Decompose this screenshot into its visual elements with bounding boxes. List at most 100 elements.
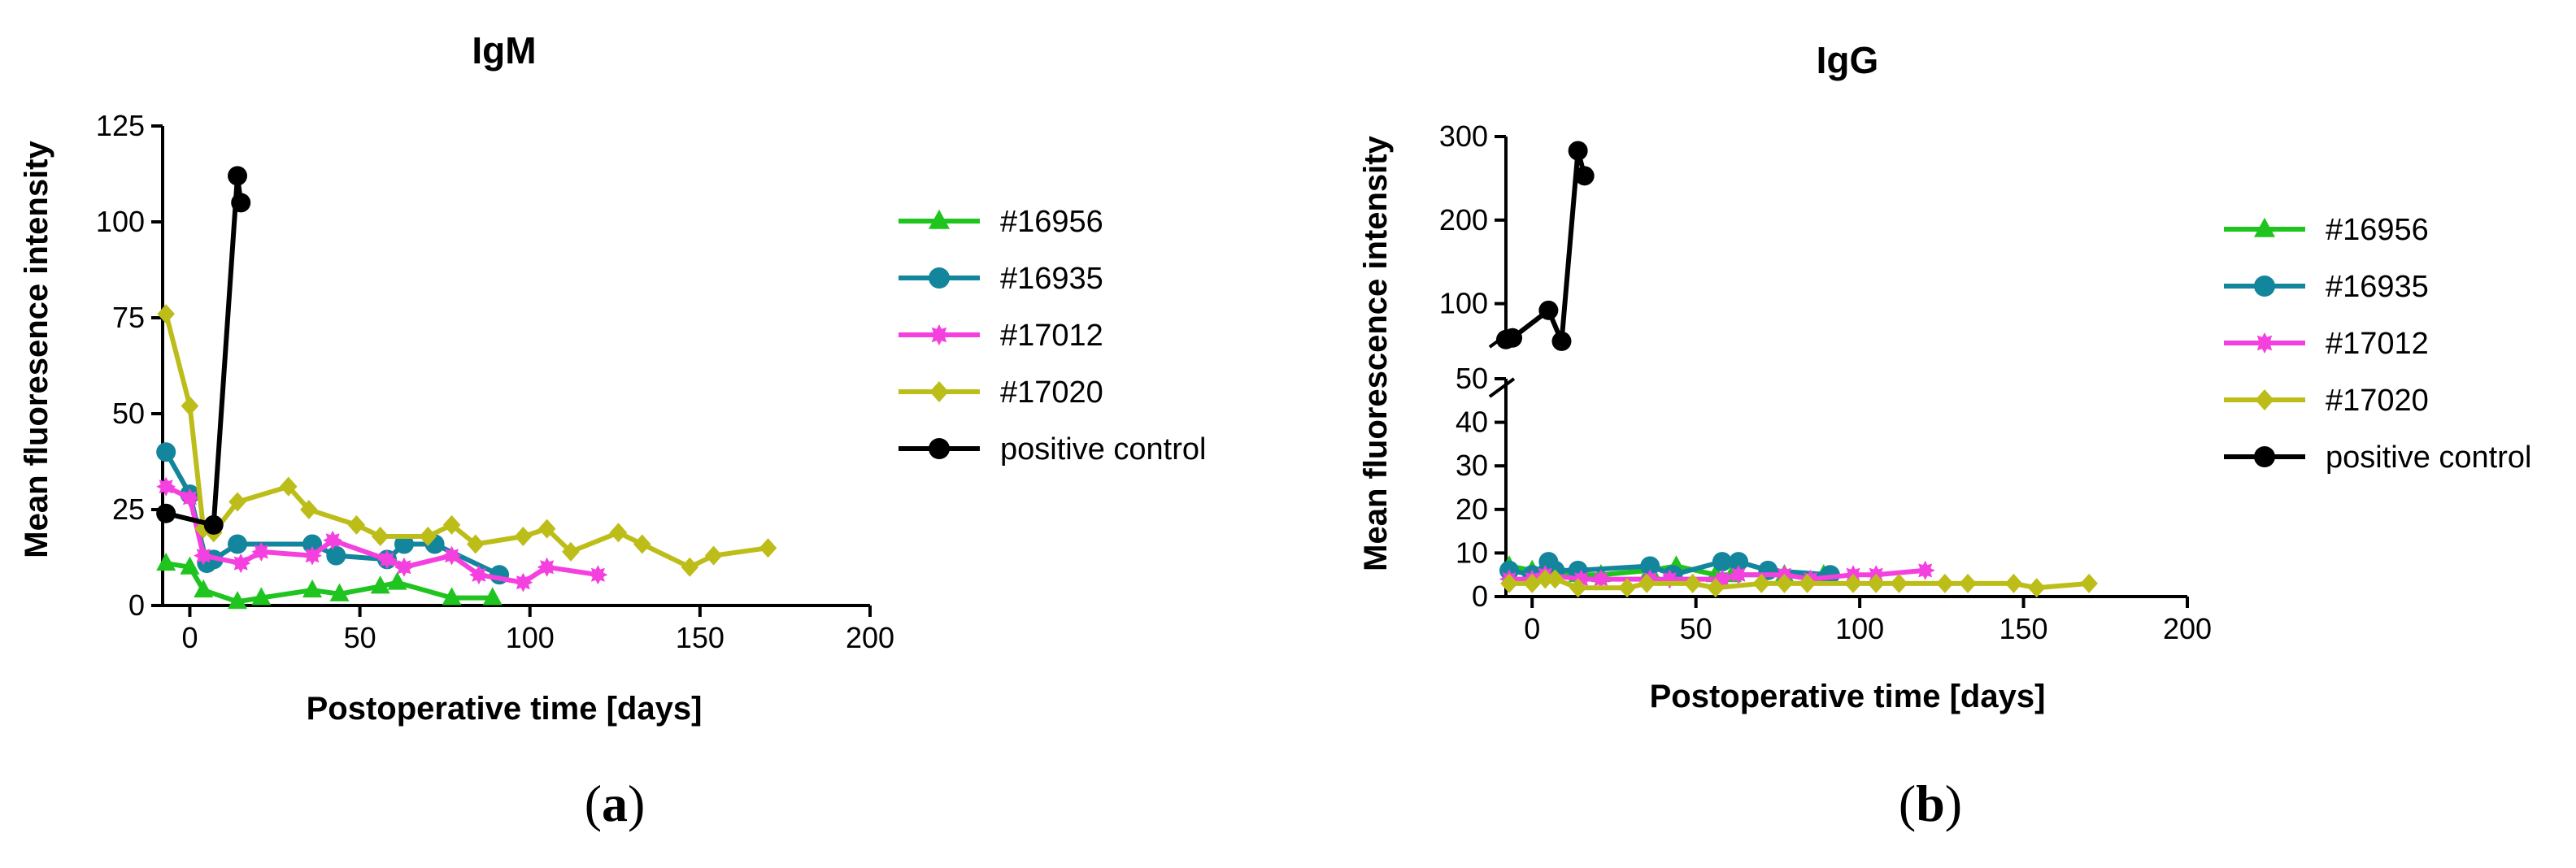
igg-legend-item-16935: #16935	[2224, 270, 2429, 304]
igm-line-positive-control	[165, 173, 244, 527]
legend-igg: #16956 #16935 #17012 #17020 positive control	[2224, 213, 2531, 475]
igg-y-tick-label: 100	[1439, 287, 1488, 320]
igm-point-positive-control	[156, 503, 176, 523]
igg-point-16935	[1729, 552, 1749, 572]
chart-title-igg: IgG	[1817, 39, 1879, 81]
igg-point-17020	[1546, 569, 1564, 589]
igm-series-16956	[156, 552, 503, 610]
igm-legend-item-17020: #17020	[899, 375, 1103, 410]
igm-point-17012	[394, 557, 414, 577]
igm-x-tick-label: 200	[846, 621, 894, 654]
igg-y-tick-label: 10	[1456, 536, 1488, 569]
igm-x-tick-label: 100	[506, 621, 555, 654]
igg-point-17020	[1959, 573, 1977, 593]
igg-legend-label: #16956	[2326, 213, 2429, 247]
igg-y-tick-label: 30	[1456, 449, 1488, 482]
igm-legend-label: #16935	[1000, 262, 1103, 296]
panel-label-b: (b)	[1899, 775, 1962, 832]
igm-series-17020	[157, 304, 777, 577]
igm-point-16956	[442, 587, 462, 605]
igg-x-tick-label: 150	[1999, 612, 2048, 645]
igg-legend-item-positive-control: positive control	[2224, 441, 2531, 475]
igg-point-17020	[1618, 578, 1636, 598]
igg-legend-marker-17012	[2254, 332, 2275, 354]
igm-point-17012	[442, 545, 462, 566]
igm-point-positive-control	[203, 514, 224, 535]
igm-point-17012	[537, 557, 557, 577]
y-axis-label-igm: Mean fluoresence intensity	[19, 141, 54, 558]
igg-legend-item-17012: #17012	[2224, 327, 2429, 361]
igm-point-17020	[300, 500, 318, 519]
igm-point-17012	[469, 565, 489, 585]
igg-point-16935	[1712, 552, 1732, 572]
igm-line-17020	[163, 313, 768, 570]
igg-point-17020	[1638, 573, 1656, 593]
igm-y-tick-label: 125	[96, 109, 145, 142]
igm-legend-marker-16956	[929, 209, 950, 229]
igm-y-tick-label: 50	[112, 397, 145, 430]
igm-legend-item-positive-control: positive control	[899, 432, 1206, 467]
series-group-igg	[1496, 141, 2098, 598]
igm-point-16935	[156, 442, 176, 462]
igm-point-16956	[370, 575, 390, 594]
igg-series-17020	[1500, 569, 2098, 598]
igm-point-16935	[326, 545, 346, 566]
igm-legend-label: positive control	[1000, 432, 1206, 467]
igm-point-17020	[347, 514, 366, 535]
igg-point-positive-control	[1574, 166, 1595, 186]
panel-letter-a: a	[602, 775, 628, 832]
igm-legend-label: #17020	[1000, 375, 1103, 410]
igm-y-tick-label: 75	[112, 301, 145, 334]
panel-letter-b: b	[1916, 775, 1945, 832]
igm-point-16956	[156, 552, 176, 571]
igg-point-17020	[2080, 573, 2098, 593]
igg-point-17020	[1936, 573, 1954, 593]
igm-point-16935	[228, 534, 248, 554]
igm-y-tick-label: 100	[96, 205, 145, 238]
igg-point-17020	[1500, 573, 1518, 593]
igm-point-17012	[194, 545, 214, 566]
series-group-igm	[156, 166, 777, 610]
igm-point-positive-control	[231, 193, 251, 213]
igm-legend-item-16956: #16956	[899, 205, 1103, 239]
igg-x-tick-label: 50	[1680, 612, 1712, 645]
chart-title-igm: IgM	[472, 29, 536, 72]
igm-point-16956	[387, 571, 407, 590]
igm-legend-marker-16935	[929, 267, 950, 289]
igm-legend-item-17012: #17012	[899, 319, 1103, 353]
panel-a-igm-chart: IgM Mean fluoresence intensity Postopera…	[19, 29, 1206, 832]
igm-point-17012	[513, 572, 533, 592]
igg-legend-item-16956: #16956	[2224, 213, 2429, 247]
igm-point-17020	[704, 545, 723, 566]
igg-point-17020	[1536, 569, 1555, 589]
igg-legend-label: #17012	[2326, 327, 2429, 361]
igg-point-17020	[1569, 578, 1587, 598]
igm-point-16956	[302, 579, 323, 598]
igm-legend-label: #17012	[1000, 319, 1103, 353]
igg-legend-label: #16935	[2326, 270, 2429, 304]
igm-point-17012	[180, 488, 200, 508]
igg-y-tick-label: 50	[1456, 362, 1488, 395]
axes-igm: 0 25 50 75 100 125 0 50 100 150 200	[96, 109, 894, 654]
igg-point-17012	[1915, 560, 1935, 580]
igm-point-17012	[302, 545, 322, 566]
igm-point-17020	[562, 541, 580, 562]
panel-b-igg-chart: IgG Mean fluorescence intensity Postoper…	[1358, 39, 2531, 832]
igg-point-17020	[1752, 573, 1771, 593]
igg-y-tick-label: 40	[1456, 406, 1488, 439]
igg-legend-marker-16935	[2254, 276, 2275, 297]
igg-y-tick-label: 200	[1439, 203, 1488, 237]
igm-point-17020	[194, 519, 212, 539]
igm-legend-item-16935: #16935	[899, 262, 1103, 296]
igm-point-17012	[156, 476, 176, 497]
igm-point-16956	[228, 591, 248, 610]
igm-series-17012	[156, 476, 608, 592]
igm-point-17020	[371, 527, 389, 547]
igm-x-tick-label: 150	[676, 621, 724, 654]
igg-point-17020	[2027, 578, 2046, 598]
igg-point-17020	[1683, 573, 1702, 593]
igm-legend-marker-positive-control	[929, 438, 950, 459]
igg-legend-label: positive control	[2326, 441, 2531, 475]
igg-point-17012	[1590, 569, 1611, 589]
